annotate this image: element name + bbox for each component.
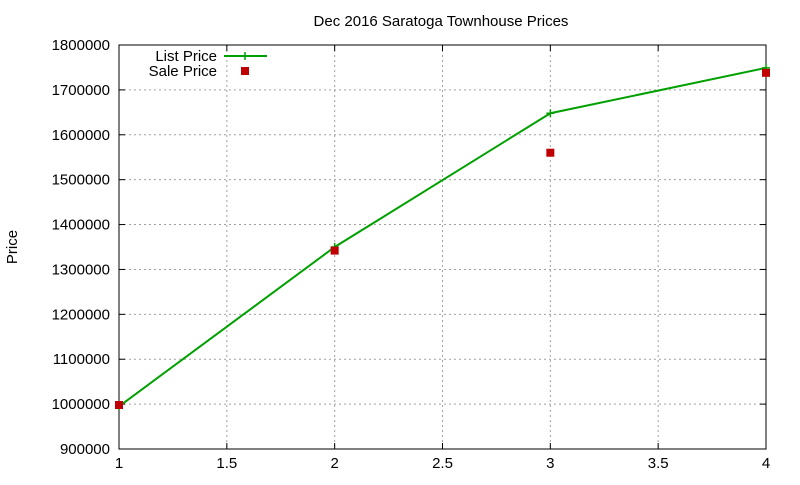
- series-line: [118, 66, 767, 408]
- x-tick-label: 3.5: [648, 455, 669, 472]
- x-tick-label: 4: [762, 455, 770, 472]
- y-tick-label: 1800000: [52, 37, 110, 54]
- y-tick-label: 1500000: [52, 172, 110, 189]
- legend-plus-swatch: [241, 52, 249, 60]
- chart-title: Dec 2016 Saratoga Townhouse Prices: [314, 13, 569, 30]
- data-point-square: [546, 148, 555, 157]
- legend-item: List Price: [155, 48, 267, 65]
- grid-lines: [119, 45, 766, 449]
- y-axis-label: Price: [4, 230, 21, 264]
- legend-label: Sale Price: [149, 63, 217, 80]
- y-tick-label: 1100000: [53, 351, 110, 368]
- y-tick-label: 1600000: [52, 127, 110, 144]
- data-point-square: [762, 68, 770, 77]
- x-tick-label: 1: [115, 455, 123, 472]
- y-tick-label: 1400000: [52, 217, 110, 234]
- y-tick-label: 1000000: [52, 396, 110, 413]
- series-2: [115, 68, 770, 410]
- axis-ticks: 1 1.5 2 2.5 3 3.5 4 900000 1000000 1100000 1200000…: [52, 37, 771, 472]
- x-tick-label: 3: [546, 455, 554, 472]
- y-tick-label: 1200000: [52, 306, 110, 323]
- data-point-plus: [546, 109, 555, 118]
- data-point-square: [330, 246, 339, 255]
- x-tick-label: 2: [330, 455, 338, 472]
- legend-square-swatch: [241, 67, 249, 75]
- series-layer: [115, 63, 770, 411]
- x-tick-label: 2.5: [432, 455, 453, 472]
- y-tick-label: 1700000: [52, 82, 110, 99]
- y-tick-label: 900000: [60, 441, 110, 458]
- x-tick-label: 1.5: [216, 455, 237, 472]
- y-tick-label: 1300000: [52, 261, 110, 278]
- data-point-square: [115, 401, 123, 410]
- legend-item: Sale Price: [149, 63, 249, 80]
- legend-label: List Price: [155, 48, 217, 65]
